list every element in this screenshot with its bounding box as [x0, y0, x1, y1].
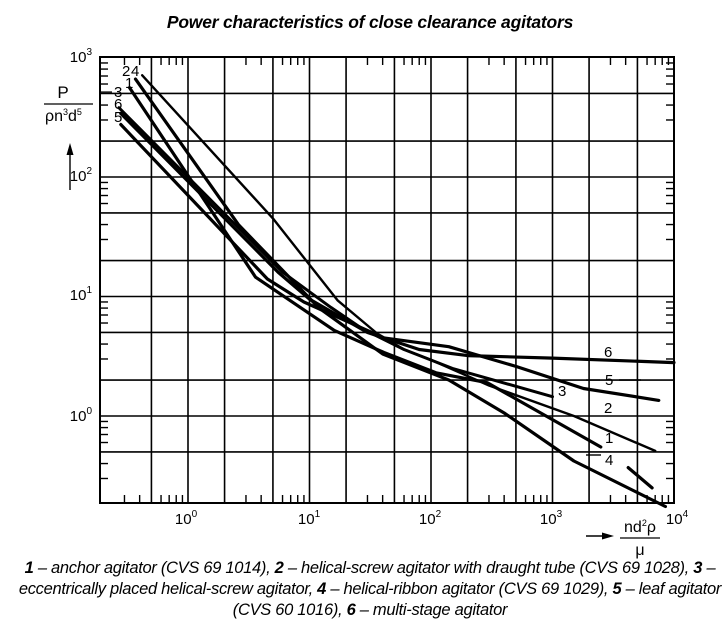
x-label-denominator: μ [635, 542, 644, 559]
grid-lines [100, 57, 674, 503]
curve-labels-left: 2 4 1 3 6 5 [101, 63, 139, 126]
x-tick-1: 100 [175, 509, 198, 528]
curve-label-1: 1 [125, 75, 133, 92]
curve-label-5: 5 [114, 109, 122, 126]
x-tick-1000: 103 [540, 509, 563, 528]
x-axis-label: nd2ρ μ [586, 518, 660, 559]
curve-1 [127, 85, 603, 449]
x-tick-100: 102 [419, 509, 442, 528]
caption-item-3: 3 – eccentrically placed helical-screw a… [18, 559, 716, 598]
curve-6 [119, 111, 676, 365]
curve-2 [140, 74, 657, 453]
y-arrowhead-icon [66, 143, 74, 155]
y-label-denominator: ρn3d5 [45, 107, 82, 125]
curve-label-6-right: 6 [604, 344, 612, 361]
curve-label-2: 2 [122, 63, 130, 80]
y-tick-labels: 103 102 101 100 [70, 47, 93, 425]
caption-item-4: 4 – helical-ribbon agitator (CVS 69 1029… [317, 580, 613, 598]
curve-label-6: 6 [114, 96, 122, 113]
y-tick-100: 102 [70, 166, 93, 185]
x-tick-labels: 100 101 102 103 104 [175, 509, 689, 528]
y-tick-10: 101 [70, 285, 93, 304]
curve-5 [119, 122, 661, 402]
plot-frame [99, 56, 675, 504]
curves [117, 74, 676, 509]
curve-label-4-right: 4 [605, 452, 613, 469]
chart-plot: 103 102 101 100 P ρn3d5 100 101 102 103 … [44, 47, 689, 559]
curve-label-3: 3 [114, 84, 122, 101]
x-tick-10000: 104 [666, 509, 689, 528]
curve-3 [117, 106, 554, 399]
curve-4 [133, 77, 668, 509]
y-tick-1: 100 [70, 406, 93, 425]
x-label-numerator: nd2ρ [624, 518, 656, 536]
x-tick-10: 101 [298, 509, 321, 528]
minor-ticks [100, 57, 674, 503]
caption-item-5: 5 – leaf agitator (CVS 60 1016), [232, 580, 722, 619]
y-axis-label: P ρn3d5 [44, 83, 93, 190]
curve-1 [626, 466, 654, 490]
curve-label-1-right: 1 [605, 430, 613, 447]
y-label-numerator: P [57, 83, 68, 102]
caption-item-1: 1 – anchor agitator (CVS 69 1014), [24, 559, 275, 577]
curve-label-4: 4 [131, 63, 139, 80]
curve-label-3-right: 3 [558, 383, 566, 400]
caption-item-6: 6 – multi-stage agitator [346, 601, 508, 619]
curve-labels-right: 6 5 3 2 1 4 [558, 344, 641, 469]
figure-caption: 1 – anchor agitator (CVS 69 1014), 2 – h… [0, 558, 724, 621]
curve-label-5-right: 5 [605, 372, 613, 389]
y-tick-1000: 103 [70, 47, 93, 66]
x-arrowhead-icon [602, 532, 614, 540]
chart-title: Power characteristics of close clearance… [166, 12, 574, 32]
caption-item-2: 2 – helical-screw agitator with draught … [274, 559, 694, 577]
curve-label-2-right: 2 [604, 400, 612, 417]
